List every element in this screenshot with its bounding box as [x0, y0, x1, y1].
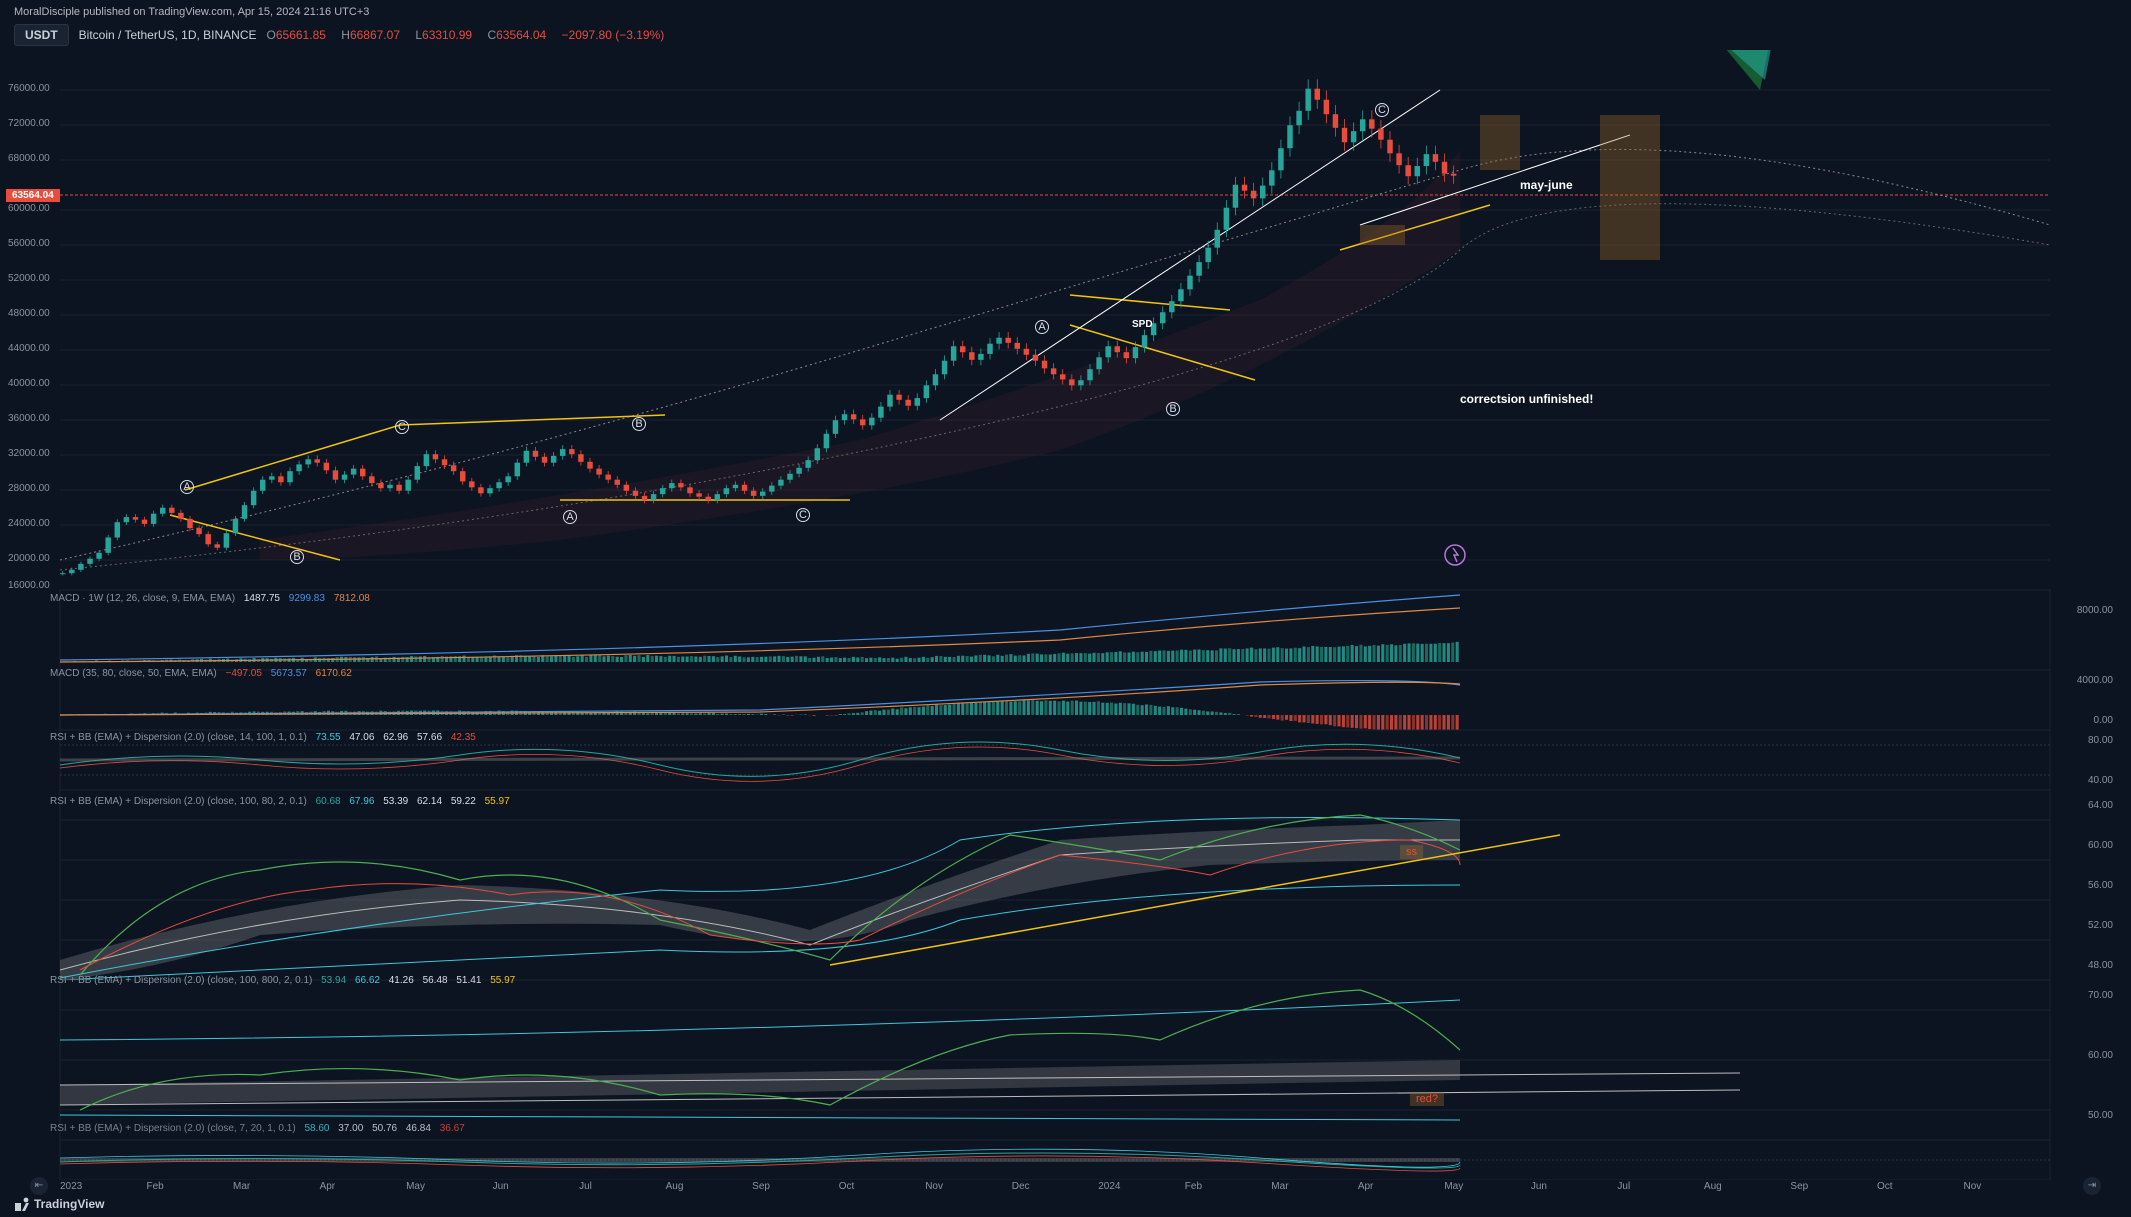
time-label: Jun: [1531, 1181, 1547, 1192]
indicator-label-rsi1: RSI + BB (EMA) + Dispersion (2.0) (close…: [50, 732, 476, 743]
indicator-label-macd1: MACD · 1W (12, 26, close, 9, EMA, EMA) 1…: [50, 593, 370, 604]
time-label: 2024: [1098, 1181, 1120, 1192]
y-label: 70.00: [2088, 990, 2113, 1001]
time-label: Oct: [1877, 1181, 1893, 1192]
time-label: Dec: [1012, 1181, 1030, 1192]
time-label: Nov: [925, 1181, 943, 1192]
y-label: 40.00: [2088, 775, 2113, 786]
time-label: Feb: [1185, 1181, 1202, 1192]
symbol-name[interactable]: Bitcoin / TetherUS, 1D, BINANCE: [79, 28, 257, 42]
time-label: Sep: [1790, 1181, 1808, 1192]
indicator-label-rsi2: RSI + BB (EMA) + Dispersion (2.0) (close…: [50, 796, 510, 807]
y-label: 60.00: [2088, 840, 2113, 851]
wave-b: B: [1166, 402, 1180, 416]
symbol-info-bar: USDT Bitcoin / TetherUS, 1D, BINANCE O65…: [14, 24, 670, 46]
time-label: Oct: [839, 1181, 855, 1192]
wave-c: C: [395, 420, 409, 434]
y-label: 8000.00: [2077, 605, 2113, 616]
chart-area[interactable]: 76000.00 72000.00 68000.00 63564.04 6000…: [0, 50, 2131, 1177]
y-label: 52000.00: [8, 273, 50, 284]
y-label: 32000.00: [8, 448, 50, 459]
y-label: 0.00: [2094, 715, 2113, 726]
y-label: 28000.00: [8, 483, 50, 494]
indicator-label-rsi3: RSI + BB (EMA) + Dispersion (2.0) (close…: [50, 975, 515, 986]
y-label: 68000.00: [8, 153, 50, 164]
time-label: Apr: [320, 1181, 336, 1192]
ohlc-values: O65661.85 H66867.07 L63310.99 C63564.04 …: [267, 28, 671, 42]
time-label: Aug: [1704, 1181, 1722, 1192]
y-label: 56.00: [2088, 880, 2113, 891]
y-label: 60000.00: [8, 203, 50, 214]
wave-c: C: [796, 508, 810, 522]
y-label: 72000.00: [8, 118, 50, 129]
y-label: 16000.00: [8, 580, 50, 591]
time-label: Feb: [147, 1181, 164, 1192]
y-label: 48000.00: [8, 308, 50, 319]
time-label: Aug: [666, 1181, 684, 1192]
go-to-end-button[interactable]: ⇥: [2083, 1177, 2101, 1195]
y-label: 52.00: [2088, 920, 2113, 931]
wave-b: B: [290, 550, 304, 564]
anno-correction: correctsion unfinished!: [1460, 392, 1593, 406]
wave-a: A: [180, 480, 194, 494]
wave-b: B: [632, 417, 646, 431]
y-label: 76000.00: [8, 83, 50, 94]
base-currency-badge[interactable]: USDT: [14, 24, 69, 46]
y-label: 60.00: [2088, 1050, 2113, 1061]
logo-icon: [14, 1197, 30, 1213]
indicator-label-rsi4: RSI + BB (EMA) + Dispersion (2.0) (close…: [50, 1123, 465, 1134]
tradingview-logo[interactable]: TradingView: [14, 1197, 104, 1213]
time-label: May: [406, 1181, 425, 1192]
time-label: Jun: [493, 1181, 509, 1192]
indicator-label-macd2: MACD (35, 80, close, 50, EMA, EMA) −497.…: [50, 668, 352, 679]
wave-a: A: [1035, 320, 1049, 334]
y-label: 4000.00: [2077, 675, 2113, 686]
y-label: 24000.00: [8, 518, 50, 529]
anno-redq: red?: [1410, 1092, 1444, 1106]
anno-ss: ss: [1400, 845, 1423, 859]
anno-spd: SPD: [1132, 319, 1153, 330]
anno-mayjune: may-june: [1520, 178, 1573, 192]
y-label: 48.00: [2088, 960, 2113, 971]
y-label: 50.00: [2088, 1110, 2113, 1121]
y-label: 44000.00: [8, 343, 50, 354]
y-label: 56000.00: [8, 238, 50, 249]
time-label: May: [1444, 1181, 1463, 1192]
wave-a: A: [563, 510, 577, 524]
y-label: 36000.00: [8, 413, 50, 424]
time-label: Mar: [233, 1181, 250, 1192]
y-label: 20000.00: [8, 553, 50, 564]
time-label: Jul: [579, 1181, 592, 1192]
chart-svg: [0, 50, 2131, 1180]
publish-info: MoralDisciple published on TradingView.c…: [0, 0, 383, 24]
y-label: 64.00: [2088, 800, 2113, 811]
y-label: 40000.00: [8, 378, 50, 389]
time-label: Mar: [1271, 1181, 1288, 1192]
wave-c: C: [1375, 103, 1389, 117]
time-label: Sep: [752, 1181, 770, 1192]
y-label: 80.00: [2088, 735, 2113, 746]
time-label: Jul: [1617, 1181, 1630, 1192]
time-axis: 2023 Feb Mar Apr May Jun Jul Aug Sep Oct Nov Dec 202…: [60, 1177, 2061, 1195]
time-label: Apr: [1358, 1181, 1374, 1192]
time-label: Nov: [1963, 1181, 1981, 1192]
go-to-start-button[interactable]: ⇤: [30, 1177, 48, 1195]
current-price-badge: 63564.04: [6, 189, 60, 202]
time-label: 2023: [60, 1181, 82, 1192]
